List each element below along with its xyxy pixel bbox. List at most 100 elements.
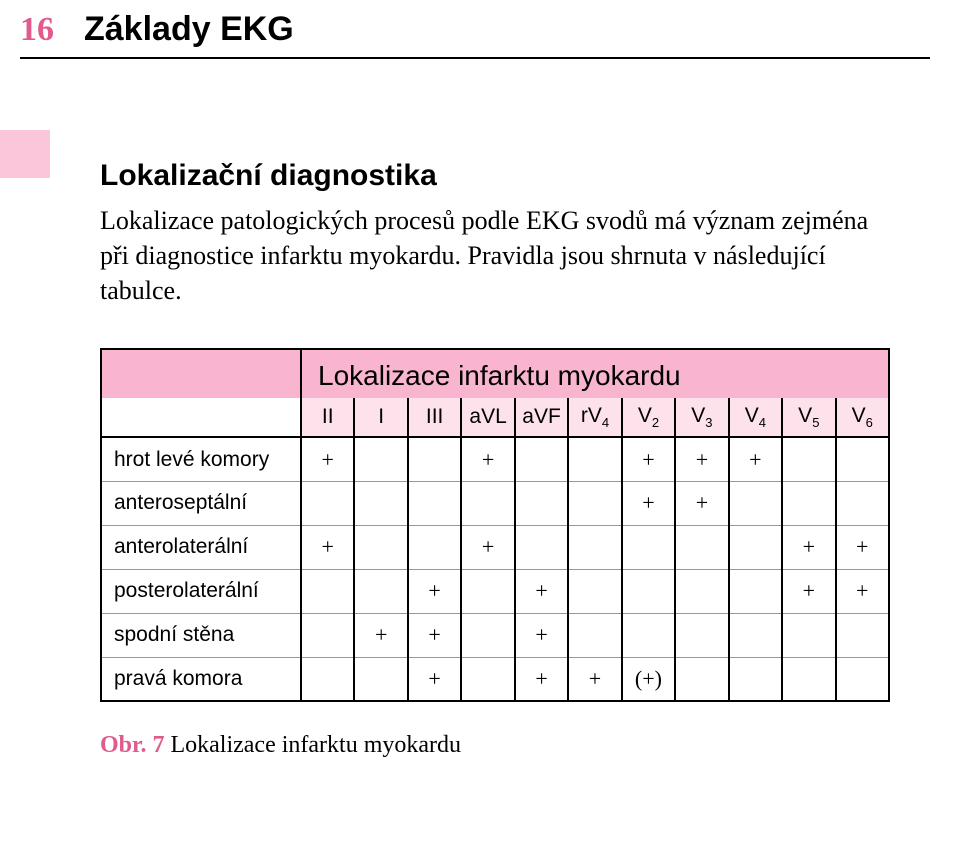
side-tab xyxy=(0,130,50,178)
table-cell xyxy=(354,481,407,525)
table-cell xyxy=(408,481,461,525)
localization-table: Lokalizace infarktu myokardu IIIIIIaVLaV… xyxy=(100,348,890,702)
table-corner-blank xyxy=(101,398,301,437)
caption-prefix: Obr. 7 xyxy=(100,732,164,758)
table-title-row: Lokalizace infarktu myokardu xyxy=(101,349,889,398)
table-cell xyxy=(461,569,514,613)
table-column-header: aVF xyxy=(515,398,568,437)
table-cell xyxy=(836,613,889,657)
table-row: spodní stěna+++ xyxy=(101,613,889,657)
table-cell: + xyxy=(836,525,889,569)
table-cell xyxy=(729,525,782,569)
table-cell: + xyxy=(675,481,728,525)
table-cell: + xyxy=(836,569,889,613)
table-cell xyxy=(568,481,621,525)
table-column-header: V4 xyxy=(729,398,782,437)
table-cell xyxy=(782,437,835,481)
table-column-header: rV4 xyxy=(568,398,621,437)
table-cell xyxy=(461,657,514,701)
table-cell xyxy=(675,657,728,701)
table-cell: + xyxy=(301,437,354,481)
table-cell xyxy=(408,525,461,569)
table-cell: + xyxy=(408,657,461,701)
table-row: pravá komora+++(+) xyxy=(101,657,889,701)
table-cell: + xyxy=(515,569,568,613)
table-cell: + xyxy=(782,569,835,613)
table-cell xyxy=(301,613,354,657)
book-title: Základy EKG xyxy=(84,10,294,49)
table-column-header: aVL xyxy=(461,398,514,437)
table-row-label: anteroseptální xyxy=(101,481,301,525)
table-cell xyxy=(836,481,889,525)
table-column-header: V2 xyxy=(622,398,675,437)
table-cell: + xyxy=(408,613,461,657)
table-cell xyxy=(622,569,675,613)
page-header: 16 Základy EKG xyxy=(0,0,960,49)
table-column-header: V6 xyxy=(836,398,889,437)
table-row: hrot levé komory+++++ xyxy=(101,437,889,481)
table-title-spacer xyxy=(101,349,301,398)
table-cell xyxy=(782,613,835,657)
table-cell xyxy=(568,525,621,569)
table-cell: + xyxy=(515,657,568,701)
table-cell xyxy=(782,481,835,525)
table-cell: + xyxy=(622,437,675,481)
table-cell xyxy=(301,569,354,613)
table-cell xyxy=(729,481,782,525)
table-cell xyxy=(568,437,621,481)
section-heading: Lokalizační diagnostika xyxy=(100,159,890,193)
table-cell xyxy=(729,569,782,613)
table-column-header: II xyxy=(301,398,354,437)
table-cell xyxy=(354,657,407,701)
table-title: Lokalizace infarktu myokardu xyxy=(301,349,889,398)
table-cell: + xyxy=(354,613,407,657)
table-cell xyxy=(301,657,354,701)
table-row: anteroseptální++ xyxy=(101,481,889,525)
page-content: Lokalizační diagnostika Lokalizace patol… xyxy=(0,59,960,759)
table-cell: + xyxy=(729,437,782,481)
table-cell xyxy=(675,613,728,657)
table-cell xyxy=(782,657,835,701)
table-cell xyxy=(568,569,621,613)
table-cell xyxy=(568,613,621,657)
table-cell: + xyxy=(461,437,514,481)
table-column-header: III xyxy=(408,398,461,437)
table-cell: (+) xyxy=(622,657,675,701)
table-cell xyxy=(836,437,889,481)
table-cell xyxy=(461,613,514,657)
table-cell xyxy=(354,437,407,481)
table-cell: + xyxy=(461,525,514,569)
table-row-label: anterolaterální xyxy=(101,525,301,569)
table-cell xyxy=(836,657,889,701)
table-cell xyxy=(515,437,568,481)
table-column-header: V5 xyxy=(782,398,835,437)
table-cell xyxy=(622,525,675,569)
table-cell xyxy=(622,613,675,657)
table-cell xyxy=(675,525,728,569)
table-cell: + xyxy=(515,613,568,657)
table-column-headers: IIIIIIaVLaVFrV4V2V3V4V5V6 xyxy=(101,398,889,437)
table-cell: + xyxy=(568,657,621,701)
table-cell: + xyxy=(301,525,354,569)
table-row-label: posterolaterální xyxy=(101,569,301,613)
caption-text: Lokalizace infarktu myokardu xyxy=(164,732,461,758)
table-column-header: V3 xyxy=(675,398,728,437)
table-cell xyxy=(408,437,461,481)
table-cell xyxy=(461,481,514,525)
table-row-label: hrot levé komory xyxy=(101,437,301,481)
table-cell: + xyxy=(675,437,728,481)
table-row-label: pravá komora xyxy=(101,657,301,701)
table-cell xyxy=(729,613,782,657)
table-row: posterolaterální++++ xyxy=(101,569,889,613)
table-row: anterolaterální++++ xyxy=(101,525,889,569)
table-cell xyxy=(301,481,354,525)
table-cell xyxy=(354,525,407,569)
table-cell xyxy=(354,569,407,613)
table-cell: + xyxy=(782,525,835,569)
body-paragraph: Lokalizace patologických procesů podle E… xyxy=(100,203,890,308)
table-cell xyxy=(515,525,568,569)
table-row-label: spodní stěna xyxy=(101,613,301,657)
table-column-header: I xyxy=(354,398,407,437)
figure-caption: Obr. 7 Lokalizace infarktu myokardu xyxy=(100,732,890,759)
table-cell xyxy=(675,569,728,613)
